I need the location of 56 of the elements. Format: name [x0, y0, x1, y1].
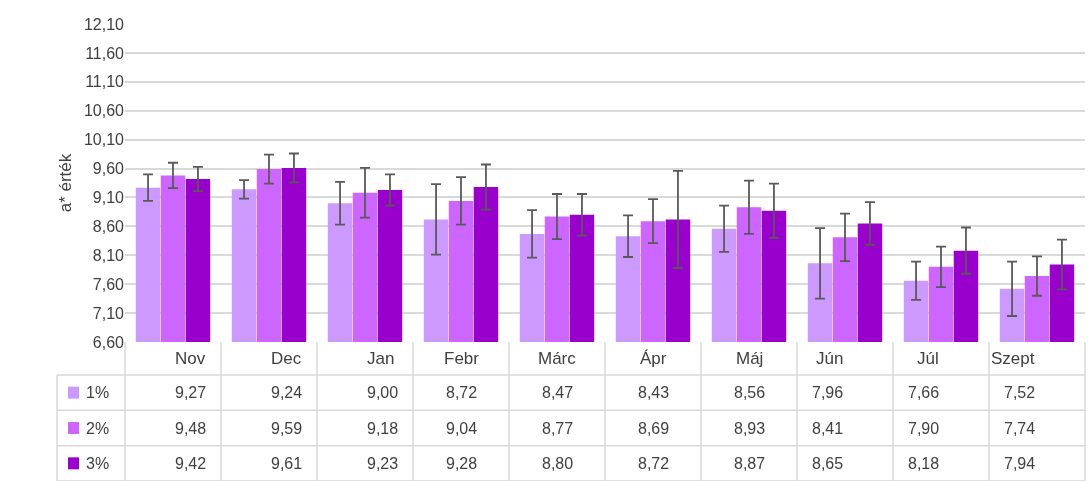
y-tick-label: 10,10 [83, 131, 125, 149]
data-label: 9,23 [367, 455, 399, 472]
data-label: 8,41 [812, 420, 844, 437]
x-tick-label: Jún [816, 349, 844, 368]
data-label: 8,47 [542, 384, 574, 401]
x-tick-label: Júl [917, 349, 939, 368]
data-label: 9,42 [175, 455, 207, 472]
y-tick-label: 8,60 [92, 217, 125, 235]
data-label: 8,77 [542, 420, 574, 437]
data-label: 8,65 [812, 455, 844, 472]
y-tick-label: 10,60 [83, 102, 125, 120]
data-label: 9,00 [367, 384, 399, 401]
data-label: 9,24 [271, 384, 303, 401]
data-label: 9,61 [271, 455, 303, 472]
data-label: 8,93 [734, 420, 766, 437]
y-tick-label: 9,10 [92, 189, 125, 207]
data-label: 8,43 [638, 384, 670, 401]
x-tick-label: Máj [736, 349, 764, 368]
data-label: 7,94 [1004, 455, 1036, 472]
data-label: 9,48 [175, 420, 207, 437]
data-label: 9,59 [271, 420, 303, 437]
data-label: 7,66 [908, 384, 940, 401]
data-label: 8,18 [908, 455, 940, 472]
y-tick-label: 9,60 [92, 160, 125, 178]
data-label: 9,27 [175, 384, 207, 401]
y-tick-label: 7,10 [92, 304, 125, 322]
legend-label: 3% [86, 455, 110, 472]
data-label: 9,18 [367, 420, 399, 437]
legend-label: 2% [86, 420, 110, 437]
x-tick-label: Szept [991, 349, 1035, 368]
x-tick-label: Nov [175, 349, 206, 368]
data-label: 8,80 [542, 455, 574, 472]
y-tick-label: 8,10 [92, 246, 125, 264]
data-label: 7,96 [812, 384, 844, 401]
data-label: 8,72 [638, 455, 670, 472]
y-tick-label: 12,10 [83, 15, 125, 33]
data-label: 9,28 [446, 455, 478, 472]
data-label: 9,04 [446, 420, 478, 437]
y-tick-label: 11,10 [85, 73, 125, 91]
data-label: 8,69 [638, 420, 670, 437]
data-label: 7,52 [1004, 384, 1036, 401]
x-tick-label: Febr [444, 349, 480, 368]
x-tick-label: Dec [271, 349, 302, 368]
y-tick-label: 6,60 [92, 333, 125, 351]
x-tick-label: Márc [538, 349, 577, 368]
x-tick-label: Jan [367, 349, 395, 368]
data-label: 8,56 [734, 384, 766, 401]
data-label: 8,72 [446, 384, 478, 401]
x-tick-label: Ápr [640, 349, 667, 368]
legend-label: 1% [86, 384, 110, 401]
y-axis-title: a* érték [55, 153, 75, 213]
data-label: 7,74 [1004, 420, 1036, 437]
y-tick-label: 7,60 [92, 275, 125, 293]
data-label: 8,87 [734, 455, 766, 472]
data-label: 7,90 [908, 420, 940, 437]
y-tick-label: 11,60 [85, 44, 125, 62]
